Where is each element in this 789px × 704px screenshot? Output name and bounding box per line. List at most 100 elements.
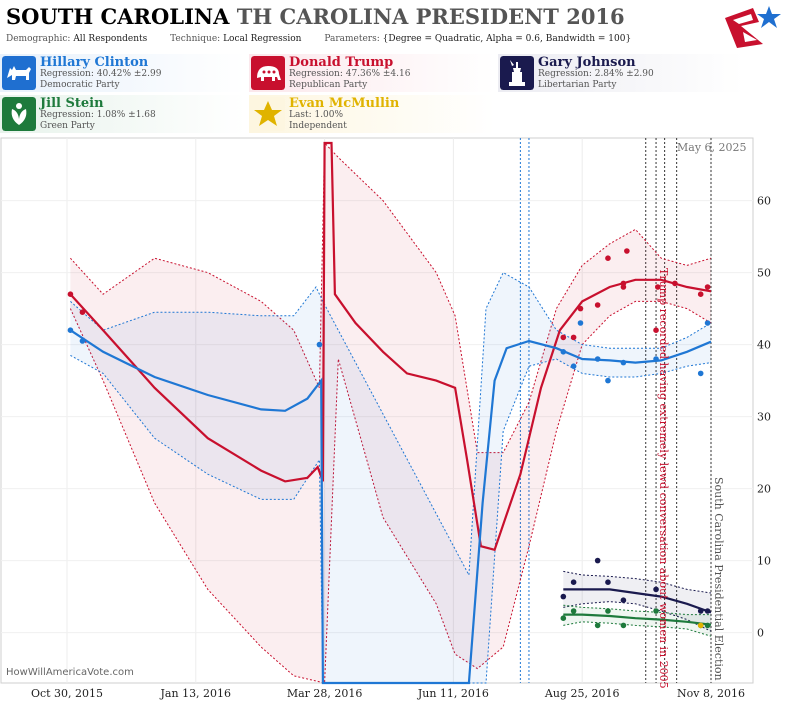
event-annotation: Trump recorded having extremely lewd con… <box>657 268 670 689</box>
poll-point <box>570 579 577 585</box>
poll-point <box>704 608 711 614</box>
candidate-name: Hillary Clinton <box>40 55 149 70</box>
candidate-party: Republican Party <box>289 80 368 90</box>
poll-point <box>697 291 704 298</box>
poll-point <box>560 349 567 355</box>
candidate-party: Democratic Party <box>40 80 120 90</box>
demographic-value: All Respondents <box>73 34 148 44</box>
candidate-card-johnson[interactable]: Gary Johnson Regression: 2.84% ±2.90 Lib… <box>498 54 744 92</box>
poll-point <box>697 370 704 377</box>
y-tick-label: 60 <box>757 195 771 208</box>
donkey-icon <box>2 56 36 90</box>
parameters-value: {Degree = Quadratic, Alpha = 0.6, Bandwi… <box>382 34 632 44</box>
poll-point <box>79 309 86 316</box>
y-tick-label: 30 <box>757 411 771 424</box>
candidate-card-stein[interactable]: Jill Stein Regression: 1.08% ±1.68 Green… <box>0 95 246 133</box>
elephant-icon <box>251 56 285 90</box>
poll-point <box>672 280 678 287</box>
poll-point <box>605 377 611 384</box>
poll-point <box>653 327 659 334</box>
upper-bound-line <box>70 141 712 454</box>
poll-point <box>594 557 601 564</box>
candidate-stat: Last: 1.00% <box>289 110 344 120</box>
confidence-band <box>563 605 711 637</box>
y-tick-label: 0 <box>757 627 764 640</box>
candidate-legend: Hillary Clinton Regression: 40.42% ±2.99… <box>0 54 789 136</box>
star-icon <box>251 97 285 131</box>
poll-point <box>560 615 567 621</box>
chart-header: SOUTH CAROLINA TH CAROLINA PRESIDENT 201… <box>0 0 789 52</box>
y-tick-label: 50 <box>757 267 771 280</box>
x-tick-label: Jun 11, 2016 <box>417 687 489 700</box>
green-leaf-icon <box>2 97 36 131</box>
site-logo-icon <box>725 6 781 48</box>
candidate-card-clinton[interactable]: Hillary Clinton Regression: 40.42% ±2.99… <box>0 54 246 92</box>
candidate-party: Independent <box>289 121 347 131</box>
chart-title: SOUTH CAROLINA TH CAROLINA PRESIDENT 201… <box>6 4 625 29</box>
poll-point <box>653 356 659 362</box>
poll-point <box>704 320 711 326</box>
poll-point <box>594 302 601 308</box>
candidate-party: Libertarian Party <box>538 80 617 90</box>
lower-bound-line <box>563 601 712 632</box>
poll-point <box>570 363 577 370</box>
parameters-line: Demographic: All Respondents Technique: … <box>6 34 651 44</box>
poll-point <box>594 356 601 362</box>
poll-point <box>620 280 627 287</box>
poll-point <box>620 622 627 629</box>
trend-line <box>69 141 712 552</box>
candidate-name: Donald Trump <box>289 55 394 70</box>
poll-point <box>577 305 584 312</box>
candidate-stat: Regression: 47.36% ±4.16 <box>289 69 411 79</box>
poll-point <box>560 593 567 600</box>
candidate-stat: Regression: 40.42% ±2.99 <box>40 69 162 79</box>
lower-bound-line <box>70 354 712 684</box>
candidate-name: Gary Johnson <box>538 55 636 70</box>
trend-line <box>69 329 712 685</box>
poll-point <box>560 334 567 341</box>
y-tick-label: 40 <box>757 339 771 352</box>
poll-point <box>577 320 584 326</box>
technique-label: Technique: <box>170 34 221 44</box>
poll-point <box>605 579 611 585</box>
x-tick-label: Jan 13, 2016 <box>160 687 232 700</box>
x-tick-label: Mar 28, 2016 <box>287 687 363 700</box>
watermark: HowWillAmericaVote.com <box>6 667 134 678</box>
trend-line <box>563 588 712 614</box>
x-tick-label: Nov 8, 2016 <box>677 687 745 700</box>
poll-point <box>653 586 659 593</box>
candidate-stat: Regression: 2.84% ±2.90 <box>538 69 654 79</box>
poll-point <box>67 327 74 334</box>
confidence-band <box>563 571 711 632</box>
candidate-name: Jill Stein <box>40 96 104 111</box>
poll-point <box>653 608 659 614</box>
x-tick-label: Oct 30, 2015 <box>31 687 103 700</box>
trend-line <box>563 613 712 626</box>
candidate-card-mcmullin[interactable]: Evan McMullin Last: 1.00% Independent <box>249 95 495 133</box>
poll-point <box>620 597 627 603</box>
event-annotation: South Carolina Presidential Election <box>712 477 725 681</box>
technique-value: Local Regression <box>223 34 302 44</box>
poll-point <box>624 248 630 254</box>
poll-point <box>704 284 711 290</box>
poll-point <box>79 338 86 344</box>
poll-point <box>570 334 577 341</box>
poll-point <box>605 255 611 261</box>
state-title: SOUTH CAROLINA <box>6 4 230 29</box>
poll-point <box>316 341 323 348</box>
date-stamp: May 6, 2025 <box>677 141 747 154</box>
lower-bound-line <box>563 621 712 637</box>
y-tick-label: 10 <box>757 555 771 568</box>
poll-point <box>704 622 711 629</box>
poll-point <box>697 622 704 629</box>
upper-bound-line <box>563 570 712 594</box>
candidate-party: Green Party <box>40 121 95 131</box>
poll-point <box>605 608 611 614</box>
poll-point <box>654 284 661 290</box>
poll-point <box>570 608 577 614</box>
poll-point <box>697 608 704 614</box>
candidate-card-trump[interactable]: Donald Trump Regression: 47.36% ±4.16 Re… <box>249 54 495 92</box>
confidence-band <box>70 272 711 683</box>
poll-point <box>594 622 601 629</box>
